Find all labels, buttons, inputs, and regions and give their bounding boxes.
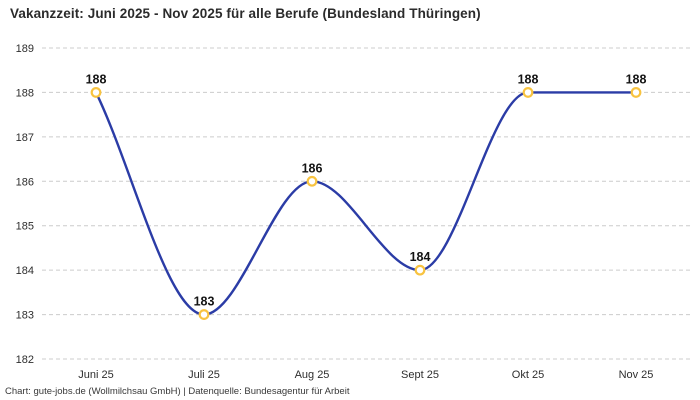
y-axis-tick-label: 188 (16, 87, 34, 99)
data-point-label: 188 (518, 72, 539, 86)
data-point-label: 186 (302, 161, 323, 175)
y-axis-tick-label: 183 (16, 310, 34, 322)
chart-footer-credit: Chart: gute-jobs.de (Wollmilchsau GmbH) … (5, 386, 350, 397)
x-axis-tick-label: Aug 25 (295, 369, 330, 381)
x-axis-tick-label: Nov 25 (619, 369, 654, 381)
x-axis-tick-label: Juli 25 (188, 369, 220, 381)
data-point-label: 188 (86, 72, 107, 86)
series-spline-line (94, 91, 638, 316)
y-axis-tick-label: 185 (16, 221, 34, 233)
x-axis-tick-label: Okt 25 (512, 369, 544, 381)
data-point-marker (306, 175, 318, 187)
y-axis-tick-label: 184 (16, 265, 34, 277)
data-point-label: 188 (626, 72, 647, 86)
x-axis-tick-label: Juni 25 (78, 369, 113, 381)
y-axis-tick-label: 182 (16, 354, 34, 366)
chart-title: Vakanzzeit: Juni 2025 - Nov 2025 für all… (10, 6, 481, 21)
data-point-marker (630, 87, 642, 98)
data-point-label: 184 (410, 250, 431, 264)
data-point-marker (522, 87, 534, 98)
data-point-marker (90, 87, 102, 98)
y-axis-tick-label: 186 (16, 176, 34, 188)
data-point-label: 183 (194, 295, 215, 309)
y-axis-tick-label: 187 (16, 132, 34, 144)
x-axis-tick-label: Sept 25 (401, 369, 439, 381)
y-axis-tick-label: 189 (16, 43, 34, 55)
data-point-marker (414, 264, 426, 276)
data-point-marker (198, 309, 210, 320)
